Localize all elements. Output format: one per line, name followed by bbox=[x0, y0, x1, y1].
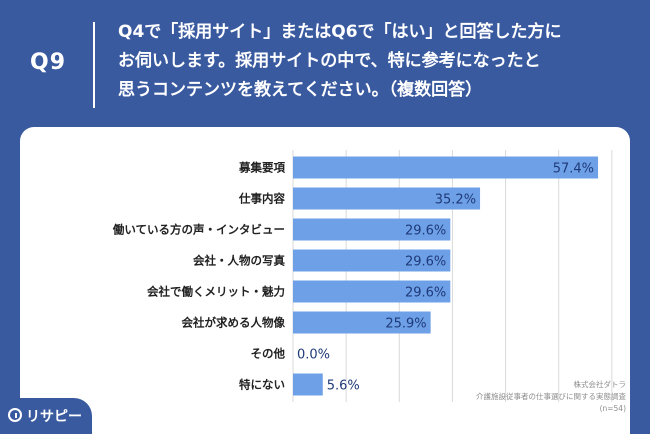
data-label: 0.0% bbox=[297, 348, 330, 363]
question-number: Q9 bbox=[30, 50, 67, 75]
header-divider bbox=[93, 22, 95, 108]
data-label: 5.6% bbox=[327, 379, 360, 394]
question-line: お伺いします。採用サイトの中で、特に参考になったと bbox=[118, 51, 541, 71]
source-survey: 介護施設従事者の仕事選びに関する実態調査 bbox=[476, 392, 626, 401]
question-header: Q9 Q4で「採用サイト」またはQ6で「はい」と回答した方に お伺いします。採用… bbox=[0, 0, 650, 127]
category-label: 働いている方の声・インタビュー bbox=[112, 223, 285, 237]
category-label: 仕事内容 bbox=[238, 192, 285, 206]
category-label: 会社が求める人物像 bbox=[181, 316, 286, 330]
data-label: 35.2% bbox=[435, 193, 476, 208]
data-label: 29.6% bbox=[405, 286, 446, 301]
data-label: 57.4% bbox=[553, 162, 594, 177]
data-label: 29.6% bbox=[405, 255, 446, 270]
bar bbox=[293, 156, 599, 179]
category-label: その他 bbox=[251, 347, 286, 361]
bar bbox=[293, 280, 451, 303]
bar bbox=[293, 187, 481, 210]
bar bbox=[293, 218, 451, 241]
question-text: Q4で「採用サイト」またはQ6で「はい」と回答した方に お伺いします。採用サイト… bbox=[118, 18, 628, 105]
question-line: 思うコンテンツを教えてください。（複数回答） bbox=[118, 80, 483, 100]
source-note: 株式会社ダトラ 介護施設従事者の仕事選びに関する実態調査 (n=54) bbox=[406, 379, 626, 415]
pin-icon bbox=[8, 408, 22, 422]
brand-name: リサピー bbox=[26, 409, 82, 425]
category-label: 特にない bbox=[239, 378, 285, 392]
bar bbox=[293, 373, 323, 396]
brand-logo: リサピー bbox=[0, 398, 92, 434]
question-line: Q4で「採用サイト」またはQ6で「はい」と回答した方に bbox=[118, 22, 562, 42]
data-label: 29.6% bbox=[405, 224, 446, 239]
sample-size: (n=54) bbox=[599, 404, 626, 413]
category-label: 会社・人物の写真 bbox=[192, 254, 285, 268]
data-label: 25.9% bbox=[385, 317, 426, 332]
category-label: 会社で働くメリット・魅力 bbox=[146, 285, 285, 299]
category-label: 募集要項 bbox=[238, 161, 285, 175]
source-company: 株式会社ダトラ bbox=[573, 380, 627, 389]
bar bbox=[293, 311, 431, 334]
bar bbox=[293, 249, 451, 272]
